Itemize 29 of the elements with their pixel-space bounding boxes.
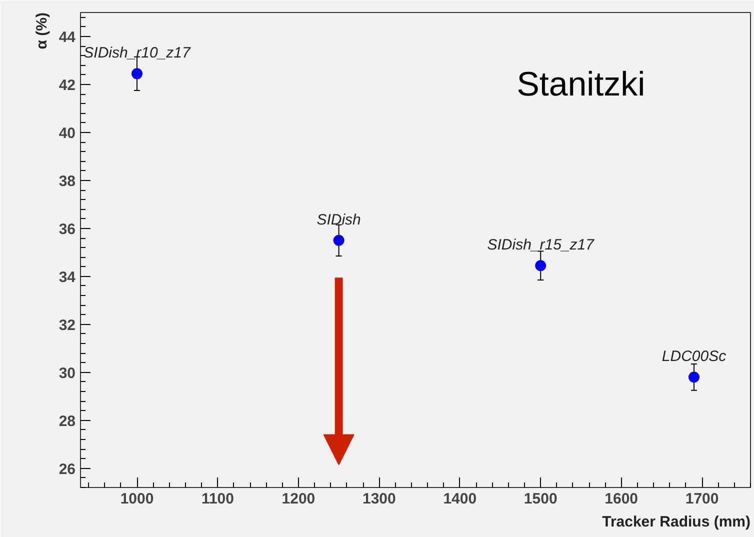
y-tick-label: 38 (58, 172, 76, 190)
x-tick-label: 1700 (685, 490, 719, 508)
x-axis-title: Tracker Radius (mm) (602, 514, 751, 530)
y-tick-label: 40 (58, 124, 76, 142)
y-tick-label: 36 (58, 220, 76, 238)
point (535, 260, 546, 272)
y-tick-label: 44 (58, 28, 76, 46)
y-axis-title: α (%) (34, 12, 50, 50)
point (333, 234, 344, 246)
x-tick-label: 1400 (443, 490, 477, 508)
y-tick-label: 28 (58, 412, 76, 430)
annotation: SIDish_r15_z17 (487, 236, 595, 254)
annotation: SIDish_r10_z17 (84, 44, 192, 62)
annotation: SIDish (316, 211, 361, 228)
x-tick-label: 1300 (362, 490, 396, 508)
x-tick-label: 1200 (282, 490, 316, 508)
x-tick-label: 1100 (201, 490, 234, 508)
x-tick-label: 1600 (604, 490, 638, 508)
y-tick-label: 26 (58, 460, 76, 478)
point (132, 68, 143, 80)
y-tick-label: 32 (58, 316, 76, 334)
x-tick-label: 1000 (120, 490, 154, 508)
y-tick-label: 30 (58, 364, 76, 382)
y-tick-label: 42 (58, 76, 76, 94)
annotation: LDC00Sc (662, 348, 727, 366)
annotation: Stanitzki (516, 66, 646, 104)
x-tick-label: 1500 (524, 490, 558, 508)
point (688, 372, 700, 383)
y-tick-label: 34 (58, 268, 76, 286)
